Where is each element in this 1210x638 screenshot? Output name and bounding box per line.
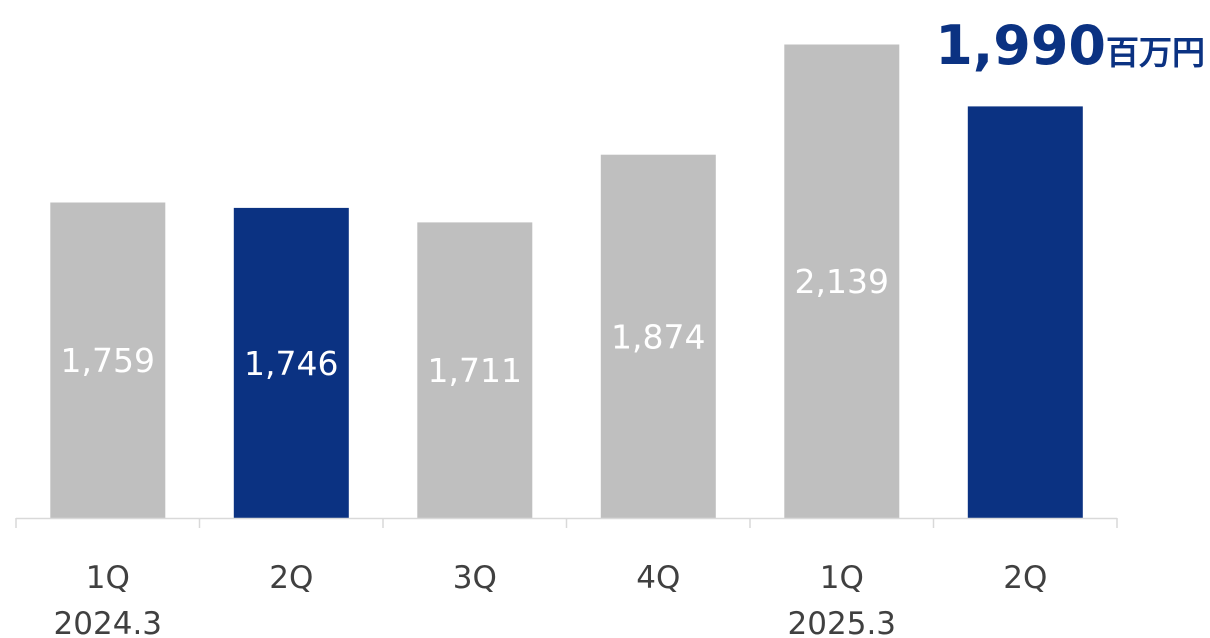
x-tick-label-4: 4Q: [636, 560, 680, 596]
bar-value-label-3: 1,711: [428, 351, 522, 390]
period-label-1: 2024.3: [54, 606, 162, 638]
bar-1: [50, 202, 166, 518]
highlight-callout: 1,990百万円: [935, 14, 1205, 77]
bar-labels-group: 1,759 1,746 1,711 1,874 2,139: [61, 262, 889, 390]
bar-value-label-5: 2,139: [795, 262, 889, 301]
bar-3: [417, 222, 533, 518]
bar-6: [967, 106, 1083, 519]
bar-value-label-4: 1,874: [611, 317, 705, 356]
x-tick-label-2: 2Q: [269, 560, 313, 596]
x-tick-label-6: 2Q: [1003, 560, 1047, 596]
period-label-2: 2025.3: [788, 606, 896, 638]
highlight-unit: 百万円: [1106, 33, 1205, 72]
bar-2: [233, 207, 349, 518]
bar-5: [784, 44, 900, 518]
x-tick-label-3: 3Q: [453, 560, 497, 596]
x-tick-label-1: 1Q: [86, 560, 130, 596]
x-tick-label-5: 1Q: [820, 560, 864, 596]
x-tick-labels: 1Q 2Q 3Q 4Q 1Q 2Q: [86, 560, 1048, 596]
highlight-value: 1,990: [935, 14, 1106, 77]
bar-value-label-1: 1,759: [61, 341, 155, 380]
bars-group: [50, 44, 1083, 519]
period-labels: 2024.3 2025.3: [54, 606, 896, 638]
bar-value-label-2: 1,746: [244, 344, 338, 383]
x-axis: [15, 517, 1118, 528]
bar-4: [600, 154, 716, 518]
